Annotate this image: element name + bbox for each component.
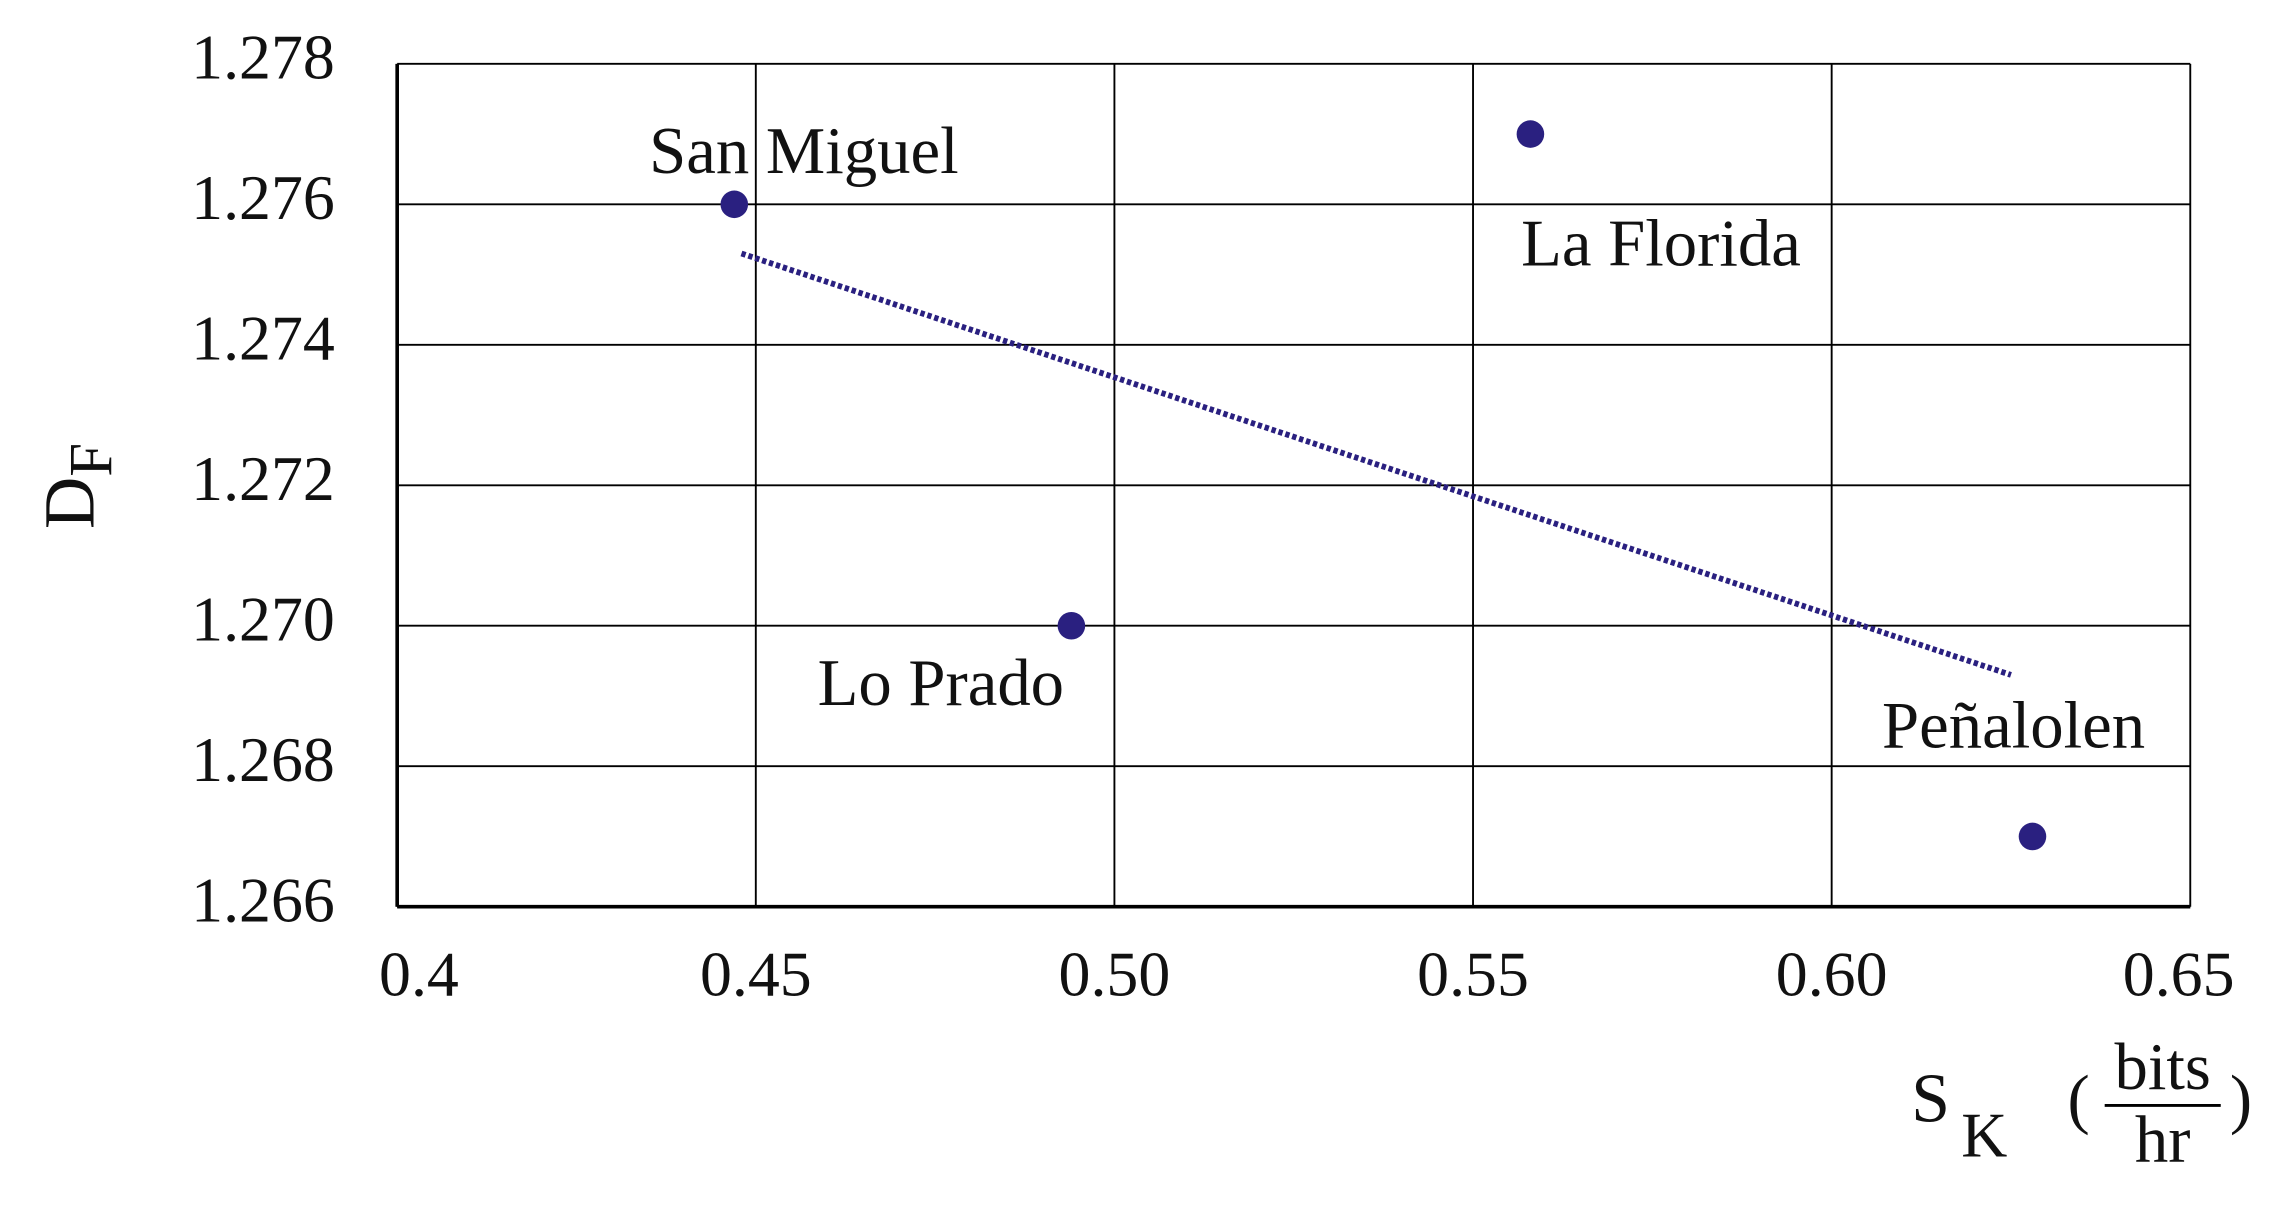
trendline — [740, 250, 2012, 678]
y-tick-label: 1.268 — [191, 724, 335, 795]
y-tick-label: 1.270 — [191, 583, 335, 654]
y-tick-label: 1.266 — [191, 864, 335, 935]
point-label: Lo Prado — [818, 647, 1064, 720]
x-tick-label: 0.55 — [1417, 938, 1529, 1009]
y-axis-label: DF — [28, 443, 125, 529]
x-tick-label: 0.45 — [700, 938, 812, 1009]
x-tick-label: 0.50 — [1059, 938, 1171, 1009]
x-axis-label-sub: K — [1961, 1099, 2007, 1170]
point-label: La Florida — [1521, 207, 1801, 280]
data-point — [1057, 611, 1086, 640]
x-tick-label: 0.60 — [1776, 938, 1888, 1009]
x-axis-label-open: ( — [2067, 1063, 2089, 1136]
x-axis-label-denominator: hr — [2135, 1103, 2191, 1176]
y-axis-label-sub: F — [58, 443, 125, 477]
y-tick-label: 1.274 — [191, 302, 335, 373]
x-tick-label: 0.4 — [379, 938, 459, 1009]
data-point — [2018, 822, 2047, 851]
y-axis-label-main: D — [28, 477, 109, 529]
x-axis-label-main: S — [1911, 1060, 1950, 1137]
y-tick-label: 1.272 — [191, 443, 335, 514]
data-point — [720, 190, 749, 219]
y-tick-label: 1.278 — [191, 21, 335, 92]
x-axis-label-numerator: bits — [2115, 1031, 2211, 1104]
point-label: San Miguel — [649, 115, 959, 188]
x-axis-label-close: ) — [2230, 1063, 2252, 1136]
y-tick-label: 1.276 — [191, 162, 335, 233]
point-label: Peñalolen — [1882, 689, 2145, 762]
data-point — [1516, 120, 1545, 148]
x-tick-label: 0.65 — [2123, 938, 2235, 1009]
